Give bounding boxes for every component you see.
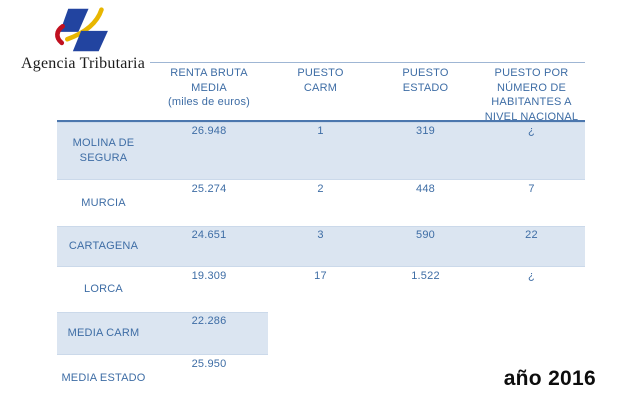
row-highlight-fill bbox=[57, 226, 585, 267]
header-line: HABITANTES A bbox=[491, 96, 572, 108]
year-label: año 2016 bbox=[503, 367, 596, 390]
row-highlight-fill bbox=[57, 312, 268, 355]
row-label: MOLINA DE SEGURA bbox=[72, 137, 135, 164]
cell-puesto-carm: 17 bbox=[314, 270, 327, 282]
cell-puesto-estado: 1.522 bbox=[411, 270, 440, 282]
cell-puesto-carm: 3 bbox=[317, 229, 324, 241]
cell-puesto-habitantes: 7 bbox=[528, 183, 535, 195]
header-line: ESTADO bbox=[402, 81, 449, 94]
cell-puesto-habitantes: 22 bbox=[525, 229, 538, 241]
cell-puesto-estado bbox=[373, 312, 478, 355]
header-cell-puesto-habitantes: PUESTO POR NÚMERO DE HABITANTES A NIVEL … bbox=[478, 62, 585, 124]
row-highlight-fill bbox=[57, 122, 585, 180]
header-line: MEDIA bbox=[191, 81, 227, 94]
cell-puesto-carm bbox=[268, 355, 373, 402]
row-label: CARTAGENA bbox=[68, 240, 139, 252]
row-label: MEDIA CARM bbox=[67, 327, 140, 339]
header-line: CARM bbox=[303, 81, 338, 94]
header-top-rule bbox=[150, 62, 585, 63]
cell-puesto-estado: 590 bbox=[416, 229, 435, 241]
cell-puesto-carm: 1 bbox=[317, 125, 324, 137]
cell-puesto-carm bbox=[268, 312, 373, 355]
cell-puesto-carm: 2 bbox=[317, 183, 324, 195]
header-line: PUESTO bbox=[402, 67, 449, 79]
table-row: MOLINA DE SEGURA 26.948 1 319 ¿ bbox=[57, 122, 585, 180]
row-label: MEDIA ESTADO bbox=[61, 372, 146, 384]
table-row: MURCIA 25.274 2 448 7 bbox=[57, 180, 585, 226]
header-line: NÚMERO DE bbox=[496, 81, 567, 94]
brand-name: Agencia Tributaria bbox=[20, 55, 146, 72]
header-line: RENTA BRUTA bbox=[170, 67, 248, 79]
cell-renta-bruta: 22.286 bbox=[191, 315, 227, 327]
cell-puesto-habitantes: ¿ bbox=[528, 270, 535, 282]
cell-renta-bruta: 19.309 bbox=[191, 270, 227, 282]
cell-puesto-habitantes bbox=[478, 312, 585, 355]
ranking-table: RENTA BRUTA MEDIA (miles de euros) PUEST… bbox=[57, 62, 585, 402]
cell-renta-bruta: 25.274 bbox=[191, 183, 227, 195]
cell-renta-bruta: 26.948 bbox=[191, 125, 227, 137]
header-line: (miles de euros) bbox=[167, 96, 251, 108]
agencia-tributaria-logo: Agencia Tributaria bbox=[8, 6, 158, 73]
header-cell-puesto-carm: PUESTO CARM bbox=[268, 62, 373, 124]
header-cell-puesto-estado: PUESTO ESTADO bbox=[373, 62, 478, 124]
header-line: PUESTO bbox=[297, 67, 344, 79]
agencia-tributaria-mark-icon bbox=[55, 7, 108, 52]
cell-puesto-estado: 319 bbox=[416, 125, 435, 137]
header-line: PUESTO POR bbox=[494, 67, 569, 79]
row-label: LORCA bbox=[84, 283, 123, 295]
table-row: LORCA 19.309 17 1.522 ¿ bbox=[57, 267, 585, 312]
header-line: NIVEL NACIONAL bbox=[484, 110, 579, 123]
header-cell-empty bbox=[57, 62, 150, 124]
table-header-row: RENTA BRUTA MEDIA (miles de euros) PUEST… bbox=[57, 62, 585, 124]
table-row: MEDIA ESTADO 25.950 bbox=[57, 355, 585, 402]
cell-puesto-habitantes: ¿ bbox=[528, 125, 535, 137]
table-row: CARTAGENA 24.651 3 590 22 bbox=[57, 226, 585, 267]
cell-renta-bruta: 24.651 bbox=[191, 229, 227, 241]
header-cell-renta-bruta: RENTA BRUTA MEDIA (miles de euros) bbox=[150, 62, 268, 124]
cell-puesto-estado bbox=[373, 355, 478, 402]
table-row: MEDIA CARM 22.286 bbox=[57, 312, 585, 355]
cell-renta-bruta: 25.950 bbox=[191, 358, 227, 370]
cell-puesto-estado: 448 bbox=[416, 183, 435, 195]
row-label: MURCIA bbox=[81, 196, 126, 209]
